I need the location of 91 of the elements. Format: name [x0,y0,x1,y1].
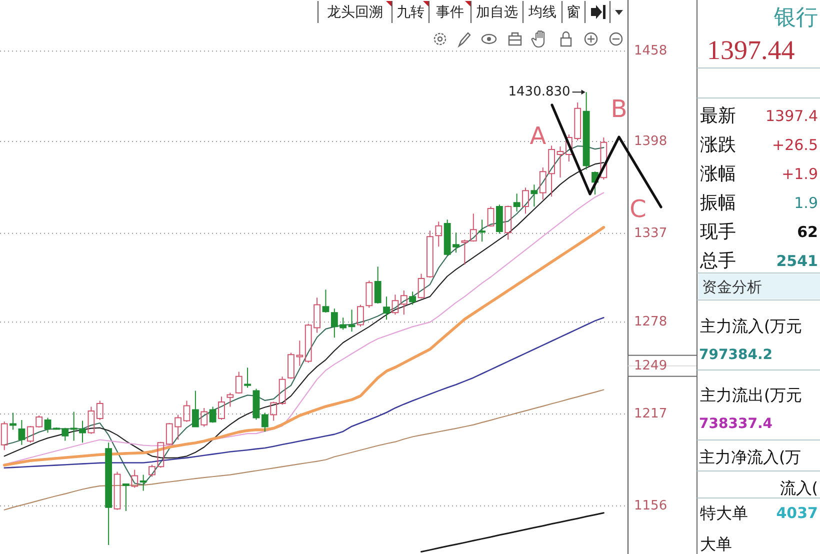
text: 4037 [776,504,818,522]
y-tick-label: 1156 [634,498,668,514]
candlestick [10,412,16,430]
candlestick [88,406,95,434]
candlestick [487,206,494,228]
text: B [610,95,628,123]
text: 1.9 [794,194,818,212]
text: 大单 [700,534,732,554]
text: 涨幅 [700,164,736,184]
annotation: A [530,122,547,150]
y-tick-label: 1337 [634,226,668,241]
annotation: 均线 [528,4,556,20]
candlestick [114,471,121,510]
text: 涨跌 [700,134,736,156]
y-tick-label: 1398 [634,134,668,150]
text: C [630,195,646,223]
y-tick-label: 1217 [634,406,668,422]
candlestick [600,136,608,180]
candlestick [96,400,104,421]
candlestick [470,213,477,242]
candlestick [140,474,147,492]
annotation: 九转 [396,4,424,20]
text: 最新 [700,106,736,126]
text: 738337.4 [699,416,773,432]
line-series [420,512,604,552]
candlestick [122,483,130,512]
candlestick [192,390,199,428]
candlestick [461,239,468,266]
candlestick [409,291,416,306]
candlestick [131,469,138,488]
candlestick [244,367,252,388]
candlestick [582,92,590,170]
text: 62 [797,223,818,241]
candlestick [278,376,286,406]
candlestick [513,193,520,212]
line-series [4,317,604,469]
text: 797384.2 [699,347,773,363]
candlestick [357,304,364,328]
candlestick [435,221,442,248]
candlestick [522,187,529,214]
candlestick [209,406,216,424]
line-series [4,389,604,510]
text: 流入( [780,478,818,498]
annotation: 窗 [566,4,580,20]
candlestick [478,219,486,242]
candlestick [105,442,112,546]
candlestick [504,205,512,240]
candlestick [556,146,564,178]
text: 2541 [776,252,818,270]
text: 现手 [700,222,736,242]
candlestick [496,204,503,234]
text: 主力流入(万元 [700,316,802,336]
text: 总手 [699,250,736,272]
candlestick [226,392,234,408]
candlestick [44,417,52,434]
y-tick-label: 1458 [634,44,668,59]
annotation: 龙头回溯 [327,4,383,20]
candlestick [200,407,208,428]
candlestick [235,371,242,394]
text: 主力流出(万元 [700,386,802,404]
text: 1397.4 [766,107,818,125]
text: 1397.44 [707,35,796,65]
candlestick [322,289,330,314]
text: 主力净流入(万 [699,448,802,466]
candlestick [400,290,408,316]
annotation: 事件 [436,4,464,20]
candlestick [383,296,390,320]
candlestick [261,412,268,432]
text: 银行 [773,6,818,30]
annotation: 1430.830 [508,84,570,100]
annotation: 加自选 [476,4,518,20]
ref-line-label: 1249 [634,358,668,374]
text: +1.9 [782,165,818,183]
y-tick-label: 1278 [634,314,668,330]
text: 振幅 [700,192,736,214]
candlestick [183,400,190,422]
text: 特大单 [700,504,748,522]
text: +26.5 [772,136,818,154]
candlestick [392,294,399,316]
text: 资金分析 [702,278,762,296]
candlestick [418,273,425,300]
candlestick [530,184,538,208]
candlestick [270,401,278,422]
candlestick [0,421,8,451]
candlestick [374,266,382,304]
candlestick [366,280,373,308]
candlestick [18,420,26,446]
candlestick [426,230,434,278]
candlestick [348,309,356,332]
candlestick [218,396,225,420]
candlestick [252,388,260,420]
